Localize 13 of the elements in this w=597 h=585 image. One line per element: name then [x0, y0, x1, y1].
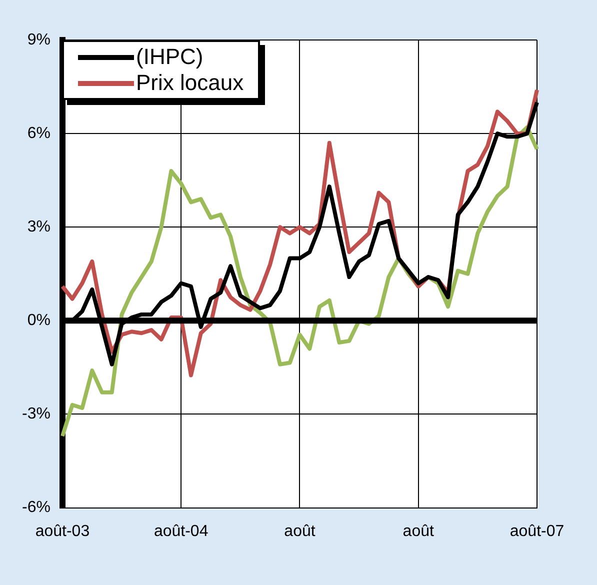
y-tick-label: 0%	[27, 312, 50, 330]
y-tick-label: -6%	[22, 499, 50, 516]
x-tick-label: août	[402, 522, 434, 540]
x-tick-label: août-03	[35, 522, 90, 540]
x-tick-label: août-07	[510, 522, 564, 540]
y-tick-label: -3%	[22, 406, 50, 423]
y-tick-label: 3%	[27, 218, 50, 236]
y-tick-label: 9%	[27, 31, 50, 48]
x-tick-label: août-04	[154, 522, 208, 540]
y-tick-label: 6%	[27, 124, 50, 142]
legend-label: Prix locaux	[136, 70, 244, 96]
x-tick-label: août	[284, 522, 316, 540]
legend-label: (IHPC)	[136, 44, 204, 70]
